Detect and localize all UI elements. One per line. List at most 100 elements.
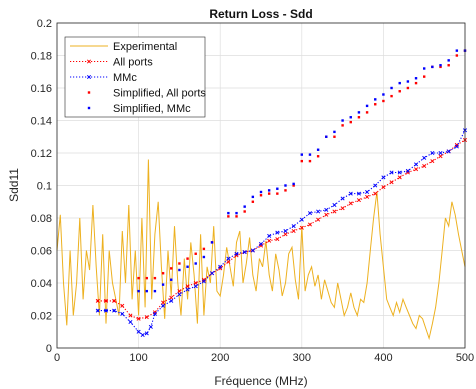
y-tick-label: 0.1	[37, 181, 52, 193]
legend-entry-experimental: Experimental	[70, 41, 177, 53]
x-tick-label: 300	[293, 352, 311, 364]
legend-marker	[87, 106, 91, 110]
data-point	[316, 148, 320, 151]
data-point	[373, 183, 378, 188]
data-point	[356, 198, 361, 203]
data-point	[235, 211, 238, 215]
data-point	[390, 86, 393, 90]
data-point	[438, 154, 443, 159]
data-point	[177, 289, 182, 294]
x-tick-label: 0	[54, 352, 60, 364]
data-point	[259, 194, 263, 197]
data-point	[332, 209, 337, 214]
data-point	[422, 163, 427, 169]
data-point	[145, 276, 148, 280]
data-point	[332, 202, 337, 208]
data-point	[148, 324, 153, 329]
data-point	[349, 120, 352, 124]
data-point	[405, 168, 410, 173]
data-point	[259, 190, 263, 194]
data-point	[406, 86, 410, 90]
data-point	[454, 144, 459, 149]
data-point	[291, 228, 296, 234]
data-point	[284, 189, 287, 192]
data-point	[226, 256, 231, 261]
data-point	[202, 255, 206, 259]
y-tick-label: 0.02	[31, 311, 52, 323]
data-point	[275, 230, 280, 235]
series-simplified-mmc	[96, 49, 467, 312]
data-point	[112, 299, 116, 303]
data-point	[153, 276, 157, 280]
data-point	[177, 292, 182, 297]
y-tick-label: 0.04	[31, 278, 52, 290]
data-point	[96, 299, 99, 303]
data-point	[209, 271, 215, 276]
series-experimental	[56, 159, 466, 341]
data-point	[267, 238, 272, 243]
data-point	[325, 135, 328, 138]
data-point	[210, 241, 214, 244]
legend-marker	[86, 74, 92, 80]
data-point	[170, 267, 173, 270]
data-point	[439, 65, 442, 69]
data-point	[300, 159, 303, 163]
data-point	[186, 257, 189, 260]
legend-entry-all-ports: All ports	[70, 57, 153, 69]
data-point	[169, 295, 174, 300]
data-point	[447, 59, 450, 62]
data-point	[243, 205, 246, 208]
x-tick-label: 100	[129, 352, 147, 364]
y-tick-label: 0.06	[31, 246, 52, 258]
y-tick-label: 0.18	[31, 51, 52, 63]
data-point	[373, 191, 378, 196]
data-point	[316, 209, 321, 214]
data-point	[307, 222, 313, 227]
data-point	[193, 280, 198, 286]
data-point	[170, 278, 173, 281]
data-point	[423, 67, 426, 70]
data-point	[136, 316, 141, 321]
data-point	[276, 187, 279, 190]
data-point	[161, 303, 166, 308]
data-point	[316, 155, 320, 158]
legend-marker	[86, 59, 92, 64]
data-point	[299, 217, 304, 222]
data-point	[161, 272, 165, 275]
chart-title: Return Loss - Sdd	[209, 7, 312, 21]
data-point	[178, 268, 181, 272]
data-point	[348, 191, 353, 196]
series-simplified-all-ports	[96, 49, 467, 303]
data-point	[284, 184, 287, 187]
legend-label: Simplified, All ports	[113, 88, 206, 100]
data-point	[341, 119, 344, 122]
data-point	[193, 284, 198, 289]
y-tick-label: 0.2	[37, 18, 52, 30]
data-point	[267, 192, 271, 195]
data-point	[431, 65, 434, 69]
data-point	[341, 124, 344, 127]
data-point	[365, 194, 370, 199]
y-tick-label: 0	[46, 343, 52, 355]
data-point	[357, 116, 361, 119]
data-point	[185, 284, 190, 289]
data-point	[267, 233, 272, 238]
data-point	[333, 135, 336, 138]
data-point	[292, 182, 295, 186]
data-point	[234, 251, 239, 256]
x-tick-label: 400	[374, 352, 392, 364]
data-point	[250, 248, 255, 253]
data-point	[430, 159, 435, 164]
data-point	[283, 228, 288, 234]
data-point	[397, 170, 402, 175]
data-point	[299, 225, 304, 230]
data-point	[447, 64, 450, 67]
y-tick-label: 0.16	[31, 83, 52, 95]
data-point	[374, 98, 377, 101]
data-point	[389, 180, 394, 185]
data-point	[104, 299, 108, 303]
data-point	[455, 49, 459, 52]
data-point	[300, 153, 303, 156]
data-point	[153, 289, 157, 293]
data-point	[194, 262, 197, 265]
